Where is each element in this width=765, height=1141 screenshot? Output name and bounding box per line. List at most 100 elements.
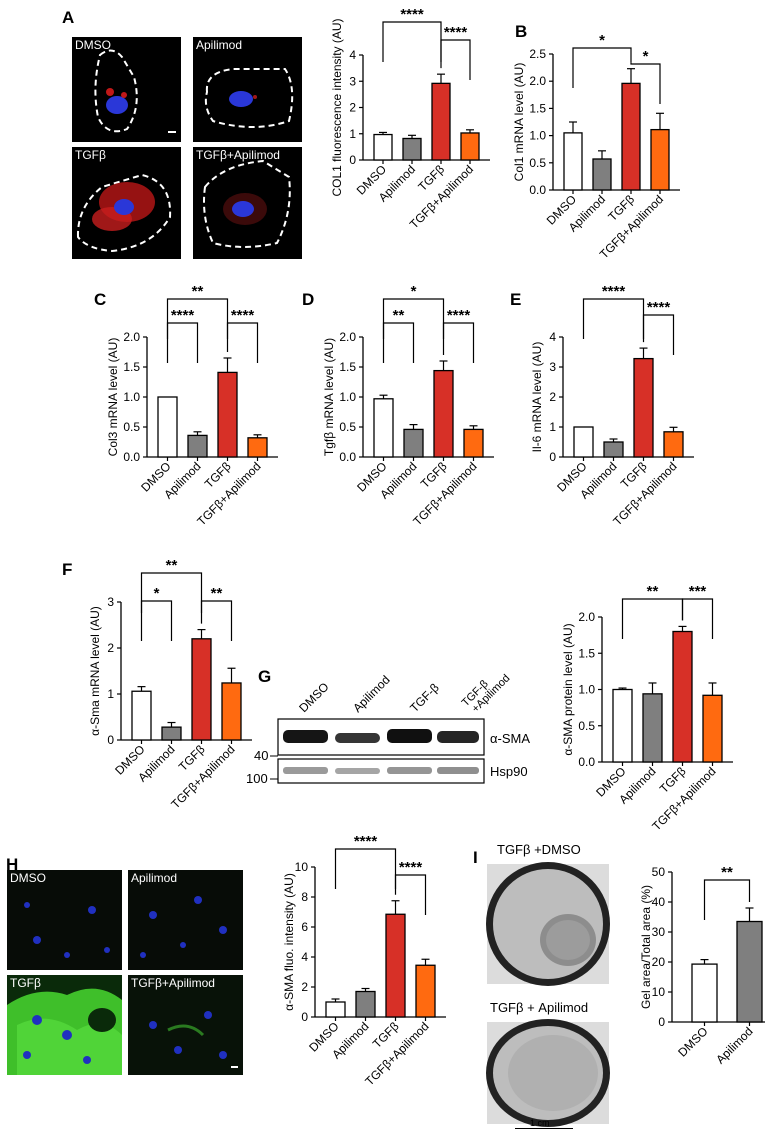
chart-asma-protein: 0.00.51.01.52.0α-SMA protein level (AU)D… — [561, 583, 733, 833]
micrograph-label: DMSO — [75, 38, 111, 52]
bar-apilimod — [736, 920, 763, 1023]
y-tick-label: 2 — [349, 101, 356, 115]
bar-apilimod — [403, 428, 424, 458]
significance-bracket — [200, 600, 233, 641]
micrograph-label: TGFβ — [75, 148, 106, 162]
y-tick-label: 0 — [301, 1010, 308, 1024]
western-blot: DMSO Apilimod TGF-β TGF-β +Apilimod 40 1… — [246, 672, 530, 786]
significance-bracket — [394, 874, 427, 915]
y-tick-label: 3 — [349, 74, 356, 88]
y-tick-label: 8 — [301, 890, 308, 904]
significance-bracket — [166, 298, 229, 339]
y-tick-label: 2.0 — [339, 330, 356, 344]
y-axis-label: Il-6 mRNA level (AU) — [530, 342, 544, 453]
wb-band — [335, 768, 380, 774]
y-tick-label: 2 — [549, 390, 556, 404]
y-tick-label: 4 — [301, 950, 308, 964]
gel-image-apilimod — [486, 1019, 610, 1127]
bar-apilimod — [642, 693, 663, 763]
y-tick-label: 10 — [652, 985, 666, 999]
micrograph-label: TGFβ+Apilimod — [196, 148, 280, 162]
y-tick-label: 0.0 — [123, 450, 140, 464]
y-tick-label: 2.5 — [529, 47, 546, 61]
micrograph-asma-tgfb-apilimod: TGFβ+Apilimod — [128, 975, 243, 1075]
y-tick-label: 0 — [349, 153, 356, 167]
bar-tgf-apilimod — [650, 128, 670, 191]
panel-letter-a: A — [62, 8, 75, 27]
micrograph-col1-dmso: DMSO — [72, 37, 181, 142]
bar-tgf- — [191, 638, 212, 741]
micrograph-asma-apilimod: Apilimod — [128, 870, 243, 970]
y-axis-label: COL1 fluorescence intensity (AU) — [330, 18, 344, 196]
bar-tgf- — [672, 630, 693, 763]
significance-label: ** — [721, 864, 733, 881]
y-tick-label: 0 — [658, 1015, 665, 1029]
bar-tgf-apilimod — [460, 132, 480, 161]
micrograph-label: TGFβ+Apilimod — [131, 976, 215, 990]
y-tick-label: 2.0 — [578, 610, 595, 624]
wb-band — [283, 730, 328, 743]
bar-dmso — [373, 398, 394, 458]
micrograph-label: DMSO — [10, 871, 46, 885]
y-tick-label: 1.0 — [578, 683, 595, 697]
bar-tgf-apilimod — [463, 428, 484, 458]
scale-bar-label: 1 cm — [530, 1118, 550, 1128]
y-tick-label: 4 — [549, 330, 556, 344]
significance-label: **** — [400, 6, 424, 23]
y-tick-label: 1.0 — [123, 390, 140, 404]
micrograph-label: Apilimod — [196, 38, 243, 52]
y-tick-label: 10 — [295, 860, 309, 874]
significance-label: ** — [211, 585, 223, 602]
significance-bracket — [166, 322, 199, 363]
y-tick-label: 3 — [107, 595, 114, 609]
significance-bracket — [442, 322, 475, 363]
scale-bar — [515, 1128, 573, 1129]
micrograph-label: TGFβ — [10, 976, 41, 990]
y-tick-label: 30 — [652, 925, 666, 939]
bar-apilimod — [402, 137, 422, 161]
y-tick-label: 1.5 — [578, 646, 595, 660]
significance-label: **** — [354, 833, 378, 850]
micrograph-label: Apilimod — [131, 871, 178, 885]
bar-tgf- — [433, 369, 454, 458]
y-tick-label: 40 — [652, 895, 666, 909]
wb-band — [437, 767, 479, 774]
micrograph-col1-apilimod: Apilimod — [193, 37, 302, 142]
panel-letter-d: D — [302, 290, 315, 309]
bar-tgf-apilimod — [247, 437, 268, 458]
significance-label: * — [643, 48, 649, 65]
bar-dmso — [573, 426, 594, 458]
bar-dmso — [373, 133, 393, 161]
gel-label-top: TGFβ +DMSO — [497, 842, 581, 857]
significance-label: **** — [647, 299, 671, 316]
wb-lane-label: DMSO — [296, 680, 331, 715]
panel-letter-f: F — [62, 560, 73, 579]
significance-label: * — [599, 32, 605, 49]
significance-bracket — [226, 322, 259, 363]
significance-label: * — [411, 283, 417, 300]
wb-lane-label: Apilimod — [350, 673, 392, 715]
y-tick-label: 1 — [549, 420, 556, 434]
significance-label: ** — [647, 583, 659, 600]
panel-letter-g: G — [258, 667, 272, 686]
significance-bracket — [440, 39, 471, 80]
wb-lane-label: TGF-β — [407, 680, 442, 715]
bar-tgf- — [431, 82, 451, 161]
bar-dmso — [563, 132, 583, 191]
y-tick-label: 4 — [349, 48, 356, 62]
y-tick-label: 2.0 — [529, 74, 546, 88]
bar-tgf- — [621, 82, 641, 191]
wb-marker-40: 40 — [254, 748, 268, 763]
bar-tgf-apilimod — [702, 694, 723, 763]
bar-dmso — [691, 963, 718, 1023]
y-tick-label: 1 — [349, 127, 356, 141]
y-tick-label: 0.0 — [339, 450, 356, 464]
y-tick-label: 1 — [107, 687, 114, 701]
significance-label: **** — [171, 307, 195, 324]
micrograph-col1-tgfb: TGFβ — [72, 147, 181, 259]
y-tick-label: 6 — [301, 920, 308, 934]
